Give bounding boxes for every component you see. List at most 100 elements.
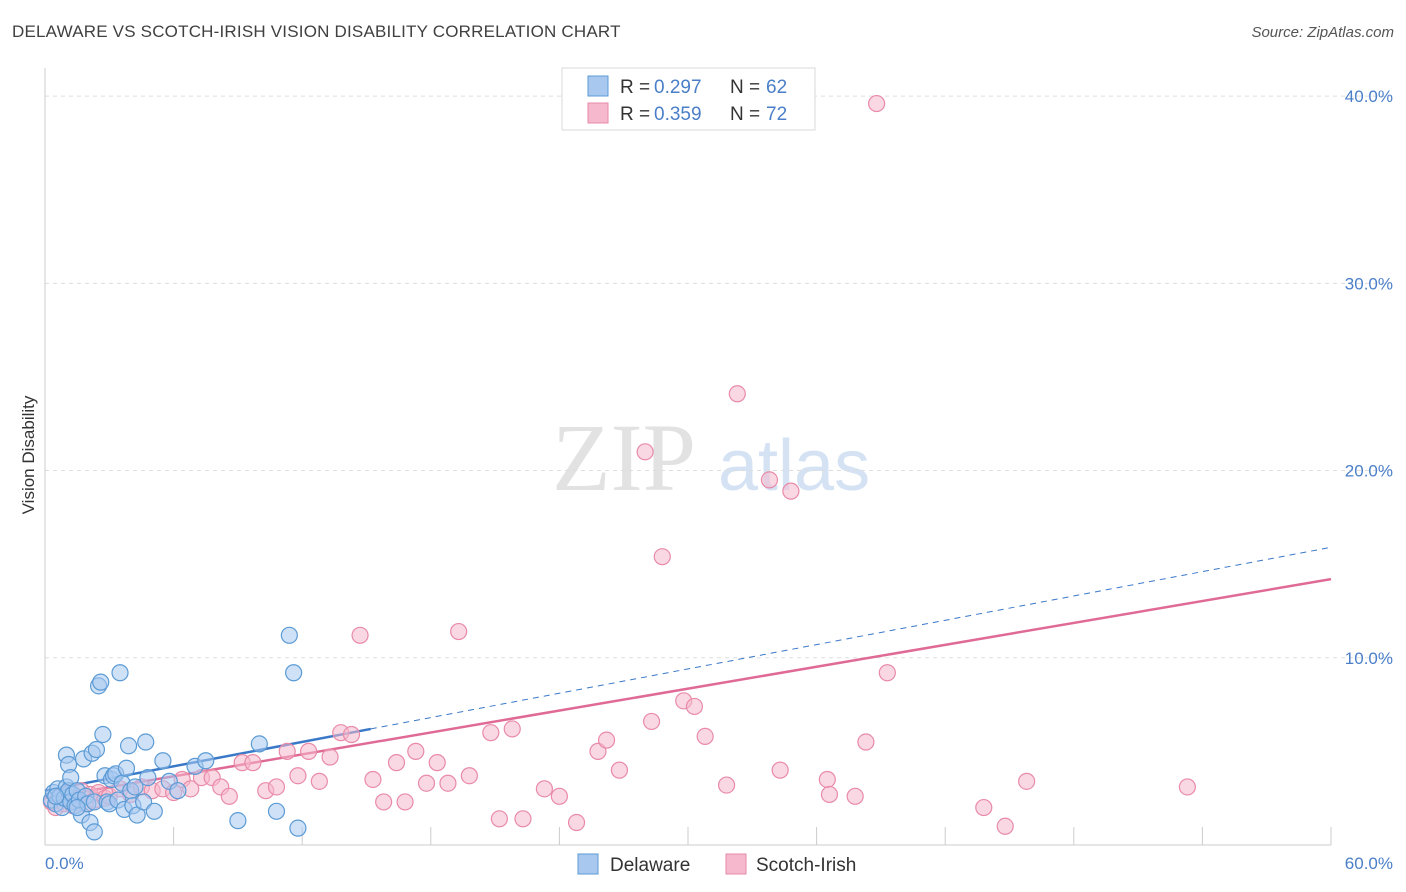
scotch-irish-point [642,712,661,731]
tick-labels: 10.0% 20.0% 30.0% 40.0% 0.0% 60.0% [45,87,1393,873]
scotch-irish-point [567,813,586,832]
scotch-irish-point [396,793,414,811]
y-tick-label: 30.0% [1345,274,1393,293]
scotch-irish-point [846,787,864,805]
delaware-point [229,812,247,830]
axes [44,68,1332,846]
delaware-point [47,787,65,805]
grid-lines [45,95,1392,659]
scotch-irish-point [1178,778,1196,796]
delaware-point [126,778,144,796]
scotch-irish-point [1018,772,1036,790]
legend-r-label-2: R = [620,104,650,125]
scotch-irish-point [482,724,500,742]
legend-swatch-scotch-irish [587,102,609,124]
chart-title: DELAWARE VS SCOTCH-IRISH VISION DISABILI… [12,22,621,41]
y-axis-title: Vision Disability [19,395,38,514]
x-tick-label: 0.0% [45,854,84,873]
y-tick-label: 40.0% [1345,87,1393,106]
delaware-point [280,626,298,644]
delaware-point [289,819,307,837]
delaware-point [85,823,103,841]
scotch-irish-point [636,443,654,461]
legend-r-label-1: R = [620,77,650,98]
delaware-point [137,733,155,751]
legend-r-value-1: 0.297 [654,77,702,98]
scotch-irish-point [975,798,993,817]
scotch-irish-point [439,774,457,792]
scotch-irish-point [351,626,369,644]
bottom-legend-scotch-irish: Scotch-Irish [756,855,856,876]
delaware-point [119,737,138,755]
scotch-irish-point [717,776,736,794]
scotch-irish-point [289,767,307,785]
bottom-legend-swatch-delaware [577,853,599,875]
scotch-irish-point [428,754,446,772]
scotch-irish-point [550,787,569,805]
delaware-point [145,802,163,820]
scotch-irish-point [310,772,328,790]
scotch-irish-point [375,793,393,811]
legend-n-label-2: N = [730,104,760,125]
scotch-irish-point [387,754,406,772]
legend-n-value-2: 72 [766,104,787,125]
delaware-point [250,735,268,753]
delaware-point [139,768,157,787]
scotch-irish-point [535,780,553,798]
legend-swatch-delaware [587,75,609,97]
y-tick-label: 10.0% [1345,649,1393,668]
scotch-irish-point [857,733,875,751]
scotch-irish-point [653,548,671,566]
scotch-irish-point [503,720,521,738]
scotch-irish-point [407,742,425,760]
source-label: Source: ZipAtlas.com [1251,24,1394,41]
bottom-legend-delaware: Delaware [610,855,690,876]
watermark-zip: ZIP [552,404,696,511]
scotch-irish-point [685,697,704,716]
scotch-irish-point [460,767,478,785]
scotch-irish-point [728,385,746,403]
delaware-trend-extension [370,546,1332,730]
delaware-point [68,798,86,817]
series-legend: Delaware Scotch-Irish [577,853,856,876]
scotch-irish-point [818,770,836,789]
delaware-point [111,664,129,682]
delaware-point [87,740,106,759]
scotch-irish-point [771,761,789,779]
scotch-irish-point [364,770,382,789]
delaware-point [169,782,187,800]
scotch-irish-point [450,622,468,641]
correlation-legend: R = 0.297 N = 62 R = 0.359 N = 72 [561,67,816,131]
scotch-irish-point [300,742,318,760]
delaware-point [197,752,215,770]
scotch-irish-point [696,727,714,746]
scotch-irish-point [267,778,286,796]
scotch-irish-point [417,774,436,792]
scotch-irish-point [278,742,296,760]
scotch-irish-point [820,785,839,804]
data-points [42,94,1196,841]
scotch-irish-point [878,664,896,682]
legend-n-label-1: N = [730,77,760,98]
scotch-irish-point [782,482,800,500]
y-tick-label: 20.0% [1345,462,1393,481]
scotch-irish-point [760,471,779,489]
legend-n-value-1: 62 [766,77,787,98]
scotch-irish-point [868,94,886,113]
scotch-irish-point [996,817,1014,835]
legend-r-value-2: 0.359 [654,104,702,125]
delaware-point [154,752,172,770]
delaware-point [285,664,303,682]
delaware-point [267,802,286,820]
scotch-irish-point [220,787,238,805]
scotch-irish-point [610,761,629,779]
bottom-legend-swatch-scotch-irish [725,853,747,875]
delaware-point [94,725,112,744]
scotch-irish-point [597,731,616,749]
delaware-point [92,673,110,691]
scotch-irish-point [342,725,361,744]
scotch-irish-point [321,748,339,766]
x-tick-label: 60.0% [1345,854,1393,873]
delaware-point [117,759,136,777]
